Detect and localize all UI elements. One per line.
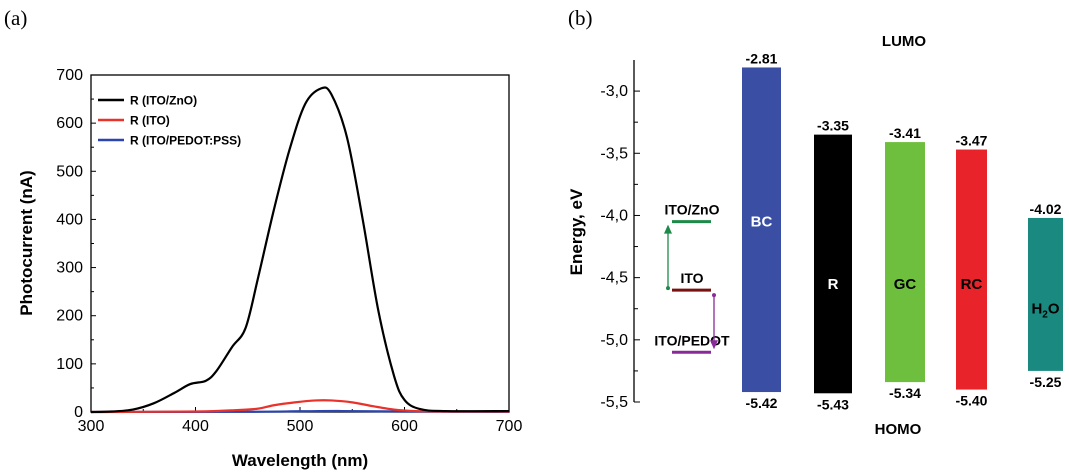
energy-bar bbox=[1028, 217, 1063, 371]
x-axis-title-a: Wavelength (nm) bbox=[232, 451, 368, 470]
electrode-level-label: ITO bbox=[680, 270, 703, 286]
y-tick-label: -4,0 bbox=[600, 207, 628, 224]
bar-name-label: GC bbox=[894, 276, 917, 293]
x-tick-label: 400 bbox=[182, 418, 209, 435]
bar-name-label: H2O bbox=[1031, 301, 1059, 321]
homo-value-label: -5.42 bbox=[746, 395, 778, 411]
y-tick-label: 600 bbox=[56, 115, 83, 132]
panel-b-label: (b) bbox=[568, 6, 593, 30]
series-line bbox=[90, 86, 510, 414]
x-tick-label: 300 bbox=[78, 418, 105, 435]
electron-transfer-arrowhead bbox=[664, 224, 672, 234]
y-tick-label: -3,5 bbox=[600, 145, 628, 162]
bar-name-label: R bbox=[828, 276, 839, 293]
homo-label: HOMO bbox=[875, 421, 922, 438]
legend-label: R (ITO/PEDOT:PSS) bbox=[130, 134, 241, 148]
energy-bar bbox=[814, 134, 852, 394]
y-tick-label: -4,5 bbox=[600, 270, 628, 287]
bar-name-label: RC bbox=[961, 276, 983, 293]
homo-value-label: -5.34 bbox=[889, 385, 921, 401]
lumo-value-label: -3.35 bbox=[817, 118, 849, 134]
y-tick-label: 500 bbox=[56, 163, 83, 180]
lumo-value-label: -4.02 bbox=[1030, 201, 1062, 217]
legend-label: R (ITO) bbox=[130, 114, 170, 128]
y-tick-label: -5,0 bbox=[600, 332, 628, 349]
hole-transfer-arrow-origin bbox=[712, 293, 716, 298]
axis-ticks-a: 300 400 500 600 700 0 100 200 300 400 500 600 700 bbox=[56, 67, 522, 435]
lumo-value-label: -3.47 bbox=[956, 133, 988, 149]
y-tick-label: -5,5 bbox=[600, 394, 628, 411]
series-group-a bbox=[90, 86, 510, 414]
bar-name-label: BC bbox=[751, 214, 773, 231]
electrode-levels: ITO/ZnO ITO ITO/PEDOT bbox=[654, 202, 730, 354]
lumo-value-label: -3.41 bbox=[889, 125, 921, 141]
electrode-level-label: ITO/PEDOT bbox=[654, 332, 730, 348]
energy-bar bbox=[742, 67, 781, 393]
y-tick-label: 200 bbox=[56, 308, 83, 325]
bars-group-b: -2.81 -5.42 BC -3.35 -5.43 R -3.41 -5.34 GC -3.47… bbox=[742, 50, 1063, 412]
lumo-label: LUMO bbox=[882, 33, 926, 50]
homo-value-label: -5.25 bbox=[1030, 374, 1062, 390]
y-axis-title-b: Energy, eV bbox=[567, 188, 586, 275]
y-tick-label: -3,0 bbox=[600, 83, 628, 100]
energy-level-chart: -3,0 -3,5 -4,0 -4,5 -5,0 -5,5 Energy, eV LUMO… bbox=[567, 33, 1063, 438]
y-tick-label: 700 bbox=[56, 67, 83, 84]
y-tick-label: 300 bbox=[56, 260, 83, 277]
electrode-level-label: ITO/ZnO bbox=[665, 202, 720, 218]
lumo-value-label: -2.81 bbox=[746, 50, 778, 66]
y-axis-title-a: Photocurrent (nA) bbox=[17, 170, 36, 315]
homo-value-label: -5.43 bbox=[817, 396, 849, 412]
legend-label: R (ITO/ZnO) bbox=[130, 94, 197, 108]
x-tick-label: 600 bbox=[391, 418, 418, 435]
energy-bar bbox=[885, 142, 925, 383]
hole-transfer-arrowhead bbox=[710, 340, 718, 350]
energy-bar bbox=[956, 149, 987, 390]
homo-value-label: -5.40 bbox=[956, 393, 988, 409]
electron-transfer-arrow-origin bbox=[666, 286, 670, 291]
panel-a-label: (a) bbox=[4, 6, 27, 30]
y-tick-label: 0 bbox=[74, 404, 83, 421]
y-tick-label: 400 bbox=[56, 211, 83, 228]
x-tick-label: 700 bbox=[496, 418, 523, 435]
photocurrent-chart: 300 400 500 600 700 0 100 200 300 400 500 600 700 R … bbox=[17, 67, 522, 470]
axis-ticks-b: -3,0 -3,5 -4,0 -4,5 -5,0 -5,5 bbox=[600, 83, 640, 411]
x-tick-label: 500 bbox=[287, 418, 314, 435]
y-tick-label: 100 bbox=[56, 356, 83, 373]
legend-a: R (ITO/ZnO) R (ITO) R (ITO/PEDOT:PSS) bbox=[98, 94, 241, 148]
series-line bbox=[90, 399, 510, 414]
